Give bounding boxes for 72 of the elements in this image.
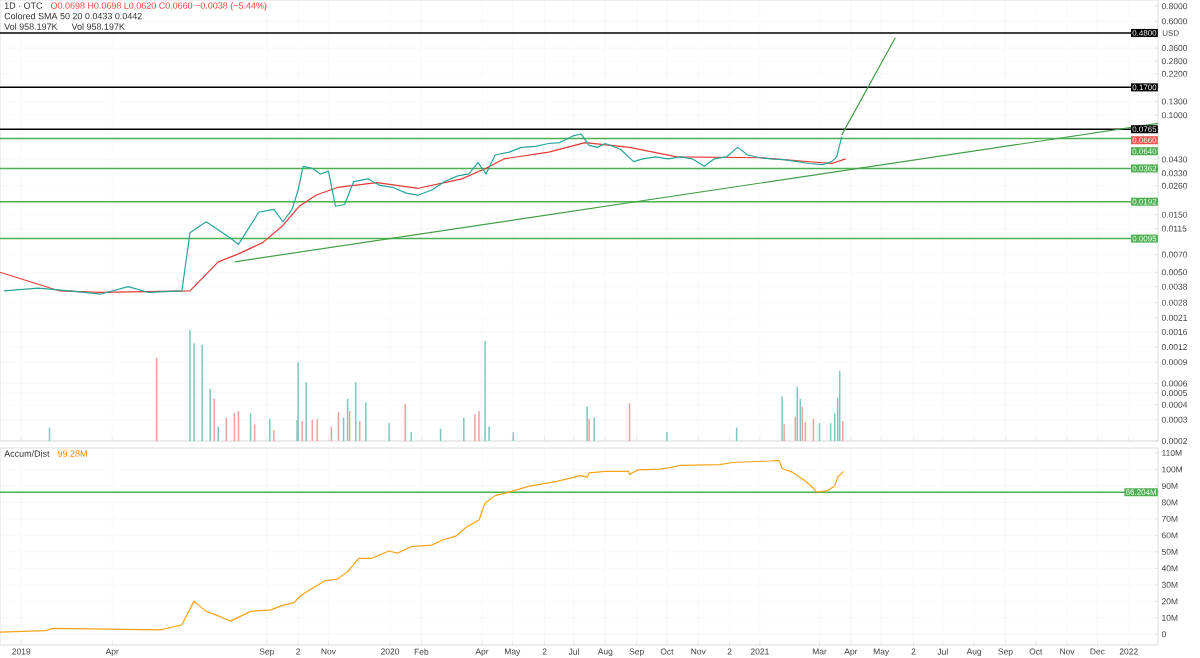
x-tick-label: May <box>873 648 890 657</box>
x-tick-label: Sep <box>998 648 1013 657</box>
x-tick-label: Apr <box>844 648 858 657</box>
y-tick-label: 110M <box>1162 449 1182 456</box>
x-tick-label: Nov <box>321 648 336 655</box>
x-tick-label: Nov <box>1060 648 1075 655</box>
y-tick-label: 0.0016 <box>1161 328 1188 335</box>
y-tick-label: 0 <box>1161 631 1166 638</box>
x-tick-label: Dec <box>1090 648 1105 655</box>
y-tick-label: 0.0330 <box>1161 170 1188 177</box>
y-tick-label: 0.2200 <box>1161 70 1188 77</box>
x-tick-label: Jul <box>937 648 948 655</box>
x-tick-label: Feb <box>414 648 429 655</box>
y-tick-label: 0.0012 <box>1161 344 1188 351</box>
y-tick-label: 0.0005 <box>1161 389 1188 396</box>
y-tick-label: 0.0430 <box>1161 156 1188 163</box>
y-tick-label: 10M <box>1162 614 1178 621</box>
y-tick-label: 0.0002 <box>1161 438 1188 444</box>
x-tick-label: 2020 <box>381 648 400 655</box>
y-tick-label: 0.3600 <box>1161 45 1188 52</box>
x-tick-label: 2 <box>296 648 301 655</box>
y-tick-label: 60M <box>1161 532 1178 539</box>
y-tick-label: 0.6000 <box>1161 18 1188 25</box>
y-tick-label: 0.0038 <box>1161 283 1188 290</box>
chart-subtitle: O0.0698 H0.0698 L0.0620 C0.0660 −0.0038 (−5.44%) <box>50 2 267 11</box>
y-tick-label: 50M <box>1161 548 1178 555</box>
x-tick-label: 2022 <box>1119 648 1138 655</box>
y-tick-label: 0.1000 <box>1161 112 1188 119</box>
y-tick-label: 0.0009 <box>1161 359 1188 366</box>
annotation: Colored SMA 50 20 0.0433 0.0442 <box>4 12 142 20</box>
y-tick-label: 0.8000 <box>1161 3 1188 10</box>
chart-title: 1D · OTC <box>4 2 43 9</box>
x-tick-label: 2021 <box>750 648 769 655</box>
x-tick-label: 2 <box>911 648 916 655</box>
x-tick-label: Apr <box>105 648 119 657</box>
x-tick-label: 2019 <box>12 648 31 655</box>
x-tick-label: Sep <box>629 648 644 657</box>
x-tick-label: Oct <box>660 648 674 655</box>
y-tick-label: 0.0070 <box>1161 251 1188 258</box>
x-tick-label: Aug <box>966 648 982 657</box>
y-tick-label: 40M <box>1161 565 1178 572</box>
x-tick-label: Oct <box>1029 648 1043 655</box>
x-tick-label: Apr <box>475 648 489 657</box>
y-tick-label: 0.0021 <box>1161 314 1188 321</box>
chart-title: Vol 958.197K <box>4 23 58 30</box>
x-tick-label: Nov <box>691 648 706 655</box>
y-tick-label: 0.0003 <box>1161 416 1188 423</box>
y-tick-label: 0.0260 <box>1161 182 1188 189</box>
y-tick-label: 0.0006 <box>1161 380 1188 387</box>
annotation: Vol 958.197K <box>71 23 125 30</box>
x-tick-label: 2 <box>727 648 732 655</box>
x-tick-label: Aug <box>597 648 613 657</box>
x-tick-label: Mar <box>812 648 827 655</box>
y-tick-label: 80M <box>1161 499 1178 506</box>
y-tick-label: 0.0028 <box>1161 299 1188 306</box>
y-tick-label: 100M <box>1162 466 1183 473</box>
x-tick-label: Sep <box>259 648 274 657</box>
x-tick-label: May <box>505 648 521 657</box>
y-tick-label: 0.0150 <box>1161 211 1188 218</box>
y-tick-label: 0.2800 <box>1161 58 1188 65</box>
y-tick-label: 70M <box>1161 515 1178 522</box>
y-tick-label: 20M <box>1161 598 1178 605</box>
y-tick-label: 0.0115 <box>1161 225 1187 232</box>
y-tick-label: 30M <box>1161 581 1178 588</box>
chart-title: Accum/Dist <box>4 450 50 457</box>
x-tick-label: 2 <box>542 648 547 655</box>
y-tick-label: 0.0004 <box>1161 401 1188 408</box>
y-tick-label: 0.1300 <box>1161 98 1188 105</box>
x-tick-label: Jul <box>568 648 579 655</box>
y-tick-label: 90M <box>1161 482 1178 489</box>
chart-subtitle: 99.28M <box>57 450 87 457</box>
y-tick-label: 0.0050 <box>1161 269 1188 276</box>
